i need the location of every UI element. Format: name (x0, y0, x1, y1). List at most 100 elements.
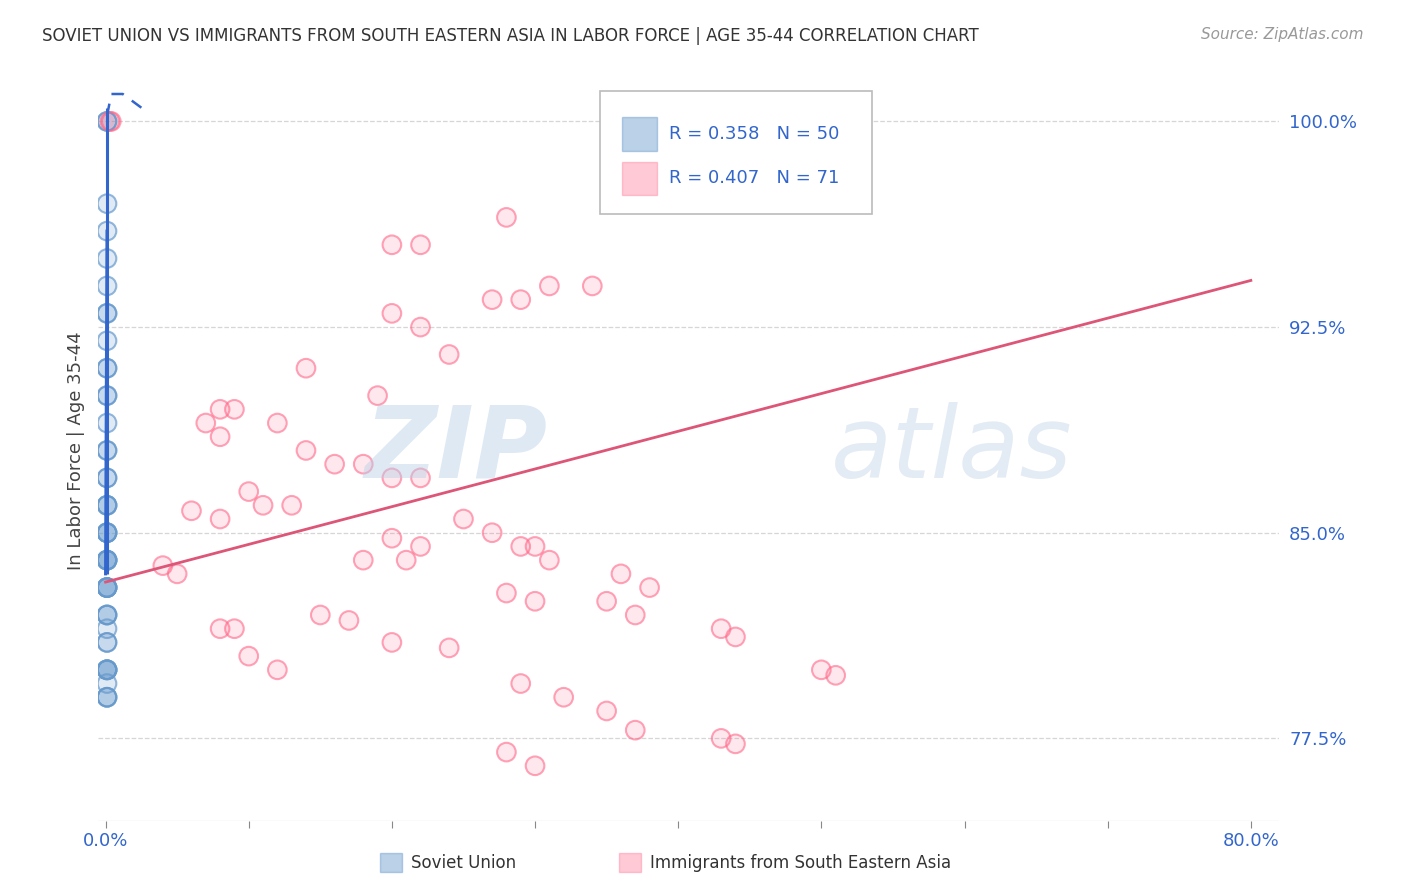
Point (96, 553, 118, 567)
Point (238, 649, 260, 664)
Point (495, 211, 517, 225)
Point (509, 293, 531, 307)
Point (96, 114, 118, 128)
Point (538, 553, 561, 567)
Point (96, 306, 118, 320)
Point (337, 614, 360, 628)
Point (238, 484, 260, 499)
Point (624, 607, 647, 622)
Point (96, 196, 118, 211)
Point (495, 745, 517, 759)
Point (524, 594, 547, 608)
Point (810, 114, 832, 128)
Point (409, 471, 432, 485)
Point (252, 498, 274, 512)
Point (352, 553, 374, 567)
Point (166, 566, 188, 581)
Point (624, 607, 647, 622)
Point (724, 630, 747, 644)
Point (280, 498, 302, 512)
Point (595, 704, 617, 718)
Point (96, 607, 118, 622)
Point (610, 566, 633, 581)
Text: SOVIET UNION VS IMMIGRANTS FROM SOUTH EASTERN ASIA IN LABOR FORCE | AGE 35-44 CO: SOVIET UNION VS IMMIGRANTS FROM SOUTH EA… (42, 27, 979, 45)
Text: ZIP: ZIP (364, 402, 547, 499)
Point (96, 553, 118, 567)
Point (553, 690, 575, 705)
Point (337, 614, 360, 628)
Point (96, 252, 118, 266)
Point (96, 443, 118, 458)
Point (96, 389, 118, 403)
Point (495, 211, 517, 225)
Point (266, 416, 288, 430)
Point (96, 663, 118, 677)
Point (180, 504, 202, 518)
Point (367, 389, 389, 403)
Point (581, 279, 603, 293)
Point (409, 320, 432, 334)
Point (96, 553, 118, 567)
Point (495, 745, 517, 759)
Point (409, 237, 432, 252)
Point (409, 320, 432, 334)
Point (352, 553, 374, 567)
Point (638, 581, 661, 595)
Text: Soviet Union: Soviet Union (411, 854, 516, 871)
Point (96, 471, 118, 485)
Point (581, 279, 603, 293)
Point (437, 640, 460, 655)
Point (381, 306, 404, 320)
Point (409, 237, 432, 252)
Point (295, 361, 318, 376)
Point (553, 690, 575, 705)
Point (96, 279, 118, 293)
Point (524, 759, 547, 773)
Point (381, 237, 404, 252)
Point (495, 586, 517, 600)
Y-axis label: In Labor Force | Age 35-44: In Labor Force | Age 35-44 (66, 331, 84, 570)
Point (323, 457, 346, 471)
Point (96, 663, 118, 677)
Point (710, 731, 733, 746)
Point (638, 114, 661, 128)
Text: Source: ZipAtlas.com: Source: ZipAtlas.com (1201, 27, 1364, 42)
Point (96, 553, 118, 567)
Point (96, 361, 118, 376)
Point (209, 622, 232, 636)
Point (96, 581, 118, 595)
Point (682, 114, 704, 128)
Point (509, 676, 531, 690)
Point (152, 558, 174, 573)
Point (266, 663, 288, 677)
Point (810, 663, 832, 677)
Point (152, 558, 174, 573)
Point (381, 531, 404, 545)
Point (524, 540, 547, 554)
Point (194, 416, 217, 430)
Point (96, 498, 118, 512)
Point (509, 676, 531, 690)
Point (96, 663, 118, 677)
Point (96, 663, 118, 677)
Point (238, 649, 260, 664)
Point (409, 471, 432, 485)
Point (295, 443, 318, 458)
Point (96, 690, 118, 705)
Point (437, 347, 460, 361)
Point (96, 443, 118, 458)
Point (209, 622, 232, 636)
Point (381, 471, 404, 485)
Point (96, 581, 118, 595)
Point (538, 279, 561, 293)
Point (96, 690, 118, 705)
Point (624, 723, 647, 738)
Point (295, 443, 318, 458)
Point (194, 416, 217, 430)
Point (224, 402, 246, 417)
Point (96, 389, 118, 403)
Point (96, 498, 118, 512)
Point (96, 389, 118, 403)
Point (481, 525, 503, 540)
Point (180, 504, 202, 518)
